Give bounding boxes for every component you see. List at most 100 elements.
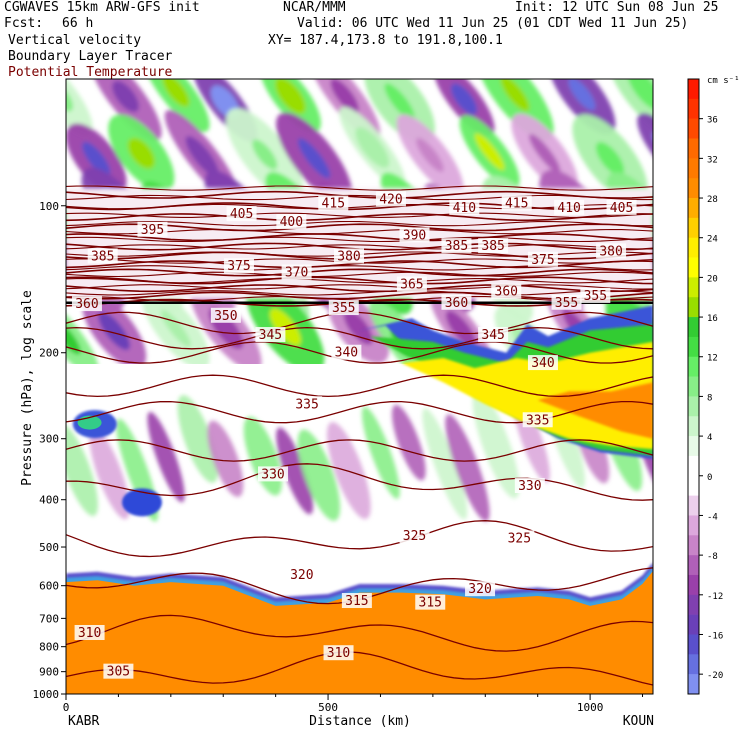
theta-label-bg <box>258 466 289 482</box>
theta-contour <box>66 374 653 398</box>
theta-contour <box>66 311 653 335</box>
field-label-vertical-velocity: Vertical velocity <box>8 33 142 48</box>
theta-contour <box>66 271 653 278</box>
colorbar-tick-label: 8 <box>707 393 712 403</box>
theta-contour <box>66 185 653 191</box>
colorbar-tick-label: -8 <box>707 552 718 562</box>
x-axis-title: Distance (km) <box>309 714 411 729</box>
y-tick-label: 300 <box>39 433 59 446</box>
theta-label: 395 <box>141 223 164 238</box>
theta-label-bg <box>441 294 472 310</box>
theta-label-bg <box>478 327 509 343</box>
updraft-cell <box>66 79 93 136</box>
downdraft-core <box>343 309 373 345</box>
theta-label-bg <box>226 206 257 222</box>
theta-label: 375 <box>227 259 250 274</box>
colorbar-swatch <box>688 98 699 119</box>
organization-label: NCAR/MMM <box>283 0 346 15</box>
theta-contour <box>66 651 653 686</box>
colorbar-tick-label: 4 <box>707 433 712 443</box>
downdraft-cell <box>445 414 490 522</box>
theta-label-bg <box>334 248 365 264</box>
theta-contour <box>66 194 653 201</box>
downdraft-core <box>297 138 331 179</box>
theta-label-bg <box>554 199 585 215</box>
downdraft-core <box>82 141 111 176</box>
potential-temperature-labels: 420 415 415 410 410 405 405 400 395 390 385 385 385 3… <box>71 191 637 680</box>
potential-temperature-contours <box>66 185 653 686</box>
colorbar-swatch <box>688 634 699 655</box>
theta-label: 345 <box>481 328 504 343</box>
theta-label: 410 <box>557 201 580 216</box>
theta-contour <box>66 212 653 218</box>
theta-label: 405 <box>230 207 253 222</box>
field-label-potential-temperature: Potential Temperature <box>8 65 173 80</box>
theta-contour <box>66 236 653 243</box>
theta-label-bg <box>71 296 102 312</box>
theta-contour <box>66 290 653 296</box>
theta-contour <box>66 614 653 652</box>
theta-label: 355 <box>584 289 607 304</box>
y-tick-label: 800 <box>39 641 59 654</box>
colorbar-swatch <box>688 654 699 675</box>
theta-label: 320 <box>290 568 313 583</box>
theta-label-bg <box>522 412 553 428</box>
theta-label-bg <box>255 327 286 343</box>
colorbar-tick-label: -16 <box>707 631 723 641</box>
distance-axis: 0 500 1000 <box>63 694 644 714</box>
colorbar-swatch <box>688 317 699 338</box>
downdraft-core <box>652 131 653 165</box>
x-tick-label: 1000 <box>577 701 604 714</box>
updraft-core <box>162 79 190 107</box>
colorbar-swatch <box>688 376 699 397</box>
theta-contour <box>66 520 653 558</box>
theta-label-bg <box>375 191 406 207</box>
model-title: CGWAVES 15km ARW-GFS init <box>4 0 200 15</box>
colorbar-swatch <box>688 198 699 219</box>
theta-label: 360 <box>445 296 468 311</box>
theta-label: 315 <box>419 596 442 611</box>
colorbar-tick-label: 16 <box>707 314 718 324</box>
y-tick-label: 1000 <box>33 688 60 701</box>
colorbar-swatch <box>688 237 699 258</box>
theta-contour <box>66 278 653 284</box>
theta-label: 350 <box>214 309 237 324</box>
vertical-velocity-field: 420 415 415 410 410 405 405 400 395 390 385 385 385 3… <box>66 79 653 694</box>
theta-contour <box>66 284 653 293</box>
downdraft-cell <box>89 427 130 520</box>
colorbar-tick-label: 20 <box>707 274 718 284</box>
theta-label: 360 <box>495 285 518 300</box>
theta-label-bg <box>292 396 323 412</box>
updraft-core <box>384 83 415 121</box>
downdraft-cell <box>326 421 371 520</box>
theta-label: 345 <box>259 328 282 343</box>
theta-label-bg <box>606 199 637 215</box>
colorbar-swatch <box>688 277 699 298</box>
theta-label: 355 <box>332 301 355 316</box>
theta-label: 340 <box>335 346 358 361</box>
downdraft-cell <box>637 113 653 184</box>
theta-label-bg <box>328 300 359 316</box>
theta-label: 420 <box>379 192 402 207</box>
theta-contour <box>66 220 653 227</box>
theta-label-bg <box>465 581 496 597</box>
theta-label: 320 <box>468 582 491 597</box>
theta-label: 325 <box>403 529 426 544</box>
colorbar-tick-label: 28 <box>707 195 718 205</box>
theta-label-bg <box>527 251 558 267</box>
y-tick-label: 100 <box>39 200 59 213</box>
downdraft-cell <box>147 411 185 503</box>
theta-label-bg <box>341 593 372 609</box>
y-tick-label: 400 <box>39 494 59 507</box>
colorbar-swatch <box>688 217 699 239</box>
colorbar-swatch <box>688 79 699 100</box>
theta-contour <box>66 268 653 277</box>
theta-label: 355 <box>555 296 578 311</box>
pbl-core <box>66 571 653 694</box>
y-tick-label: 200 <box>39 347 59 360</box>
theta-label: 370 <box>285 266 308 281</box>
theta-label-bg <box>276 214 307 230</box>
theta-label-bg <box>399 227 430 243</box>
downdraft-core <box>450 83 478 115</box>
